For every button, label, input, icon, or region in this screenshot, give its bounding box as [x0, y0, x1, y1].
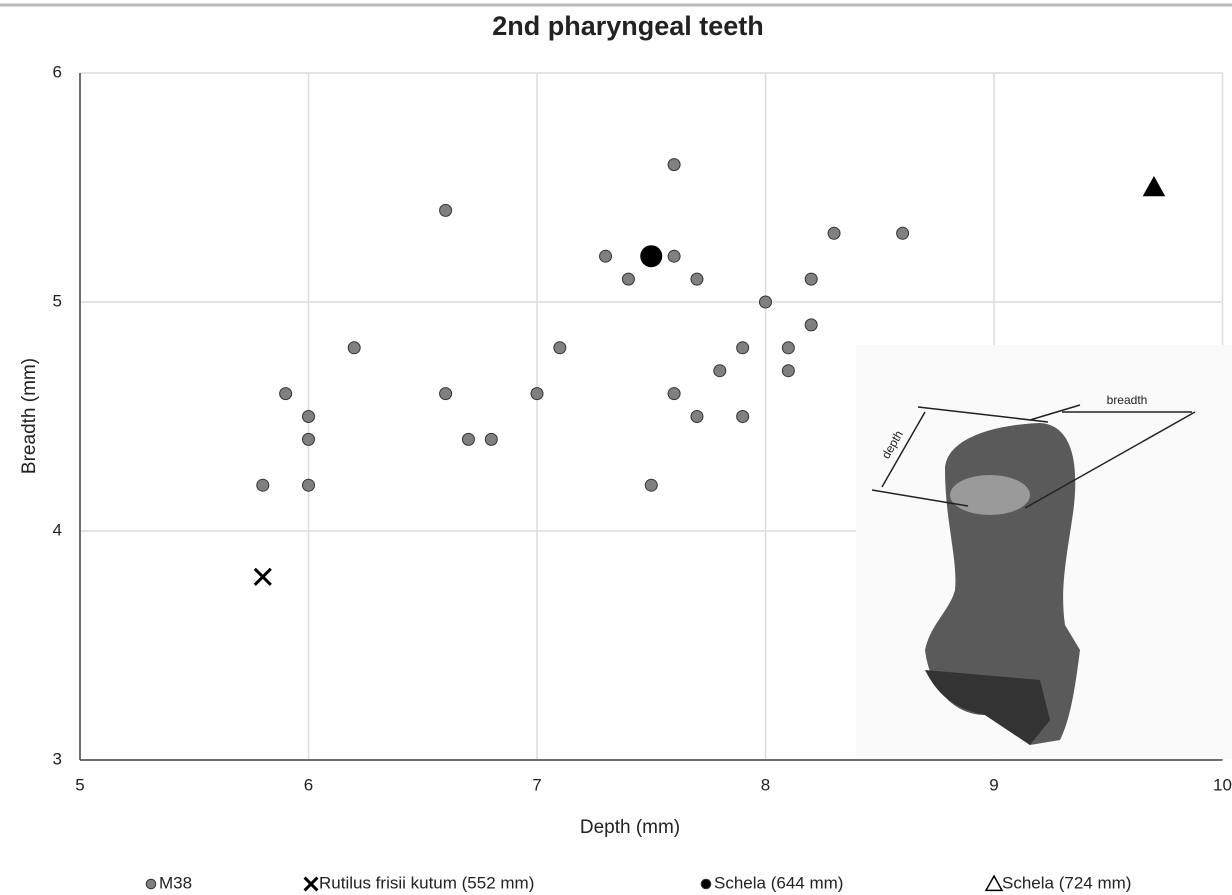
x-tick-label: 10: [1213, 775, 1232, 794]
legend-label: Schela (644 mm): [714, 873, 843, 892]
point: [1142, 175, 1166, 197]
x-axis-label: Depth (mm): [580, 817, 680, 838]
legend-item: Schela (644 mm): [700, 873, 843, 892]
point: [484, 432, 498, 446]
point: [667, 158, 681, 172]
legend-label: Schela (724 mm): [1002, 873, 1131, 892]
measure-line: [917, 406, 1049, 423]
point: [439, 203, 453, 217]
point: [667, 387, 681, 401]
point: [439, 387, 453, 401]
x-tick-label: 5: [75, 775, 84, 794]
point: [621, 272, 635, 286]
legend-marker: [984, 874, 1004, 892]
point: [781, 341, 795, 355]
x-tick-label: 9: [989, 775, 998, 794]
point: [461, 432, 475, 446]
point: [690, 272, 704, 286]
y-tick-label: 6: [53, 62, 62, 81]
point: [302, 432, 315, 446]
legend-label: Rutilus frisii kutum (552 mm): [319, 873, 534, 892]
point: [553, 341, 567, 355]
legend-marker: [700, 878, 712, 890]
point: [690, 410, 704, 423]
tooth-inset: depth breadth: [856, 345, 1232, 759]
tooth-root: [925, 670, 1050, 745]
legend: M38 Rutilus frisii kutum (552 mm) Schela (…: [145, 873, 1131, 892]
point: [896, 226, 910, 240]
point: [736, 410, 750, 423]
marks: [253, 158, 1166, 586]
point: [667, 249, 681, 263]
legend-marker: [303, 876, 319, 892]
point: [759, 295, 772, 309]
y-tick-label: 5: [53, 291, 62, 310]
legend-label: M38: [159, 873, 192, 892]
measure-arrow: [881, 411, 926, 488]
axes: 5 6 7 8 9 10 3 4 5 6: [53, 62, 1232, 794]
point: [347, 341, 361, 355]
measure-line: [871, 489, 969, 507]
x-tick-label: 7: [532, 775, 541, 794]
point: [804, 272, 818, 286]
point: [599, 249, 613, 263]
y-tick-label: 3: [53, 749, 62, 768]
tooth-crown: [950, 475, 1030, 515]
y-tick-label: 4: [53, 520, 62, 539]
point: [804, 318, 818, 332]
point: [640, 245, 663, 268]
point: [781, 364, 795, 378]
point: [644, 478, 658, 492]
point: [302, 478, 315, 492]
legend-item: Schela (724 mm): [984, 873, 1131, 892]
point: [253, 567, 272, 586]
point: [302, 410, 315, 423]
x-tick-label: 6: [304, 775, 313, 794]
legend-marker: [145, 878, 157, 890]
point: [256, 478, 270, 492]
chart-title: 2nd pharyngeal teeth: [492, 11, 764, 41]
legend-item: Rutilus frisii kutum (552 mm): [303, 873, 534, 892]
inset-label: breadth: [1107, 393, 1148, 407]
legend-item: M38: [145, 873, 192, 892]
point: [713, 364, 727, 378]
point: [736, 341, 750, 355]
y-axis-label: Breadth (mm): [19, 358, 40, 474]
point: [827, 226, 841, 240]
point: [279, 387, 293, 401]
measure-line: [1029, 404, 1081, 421]
measure-line: [1024, 411, 1196, 509]
point: [530, 387, 544, 401]
x-tick-label: 8: [761, 775, 770, 794]
